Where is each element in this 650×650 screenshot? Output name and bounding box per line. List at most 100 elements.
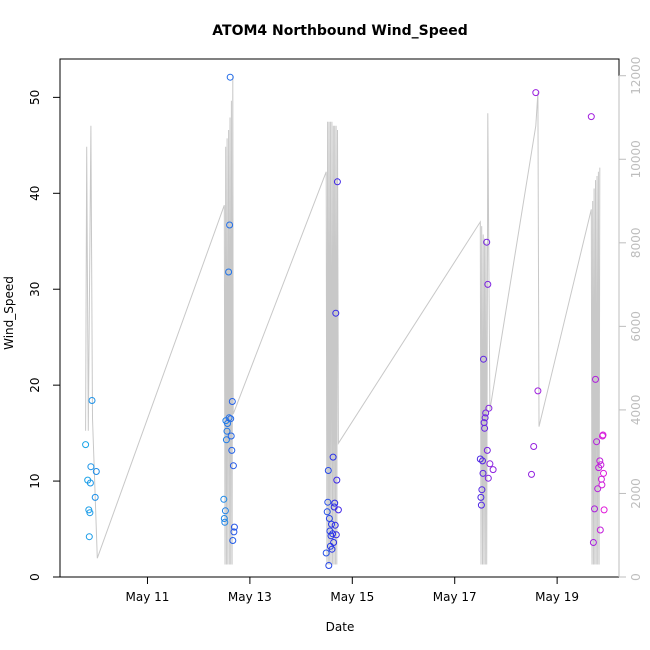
data-point [596, 526, 604, 534]
y-tick-label: 0 [28, 573, 42, 581]
data-point [485, 404, 493, 412]
data-point [324, 467, 332, 474]
plot-frame [59, 58, 620, 578]
data-point [229, 462, 237, 470]
data-point [327, 532, 335, 540]
data-point [598, 481, 606, 489]
data-point [596, 457, 604, 465]
data-point [229, 537, 237, 544]
data-point [325, 562, 333, 569]
data-point [230, 523, 238, 531]
data-point [484, 474, 492, 482]
data-point [534, 387, 542, 395]
data-point [587, 113, 595, 121]
data-point [481, 414, 489, 422]
data-point [333, 476, 341, 484]
y-axis: 0 10 20 30 40 50 [28, 90, 61, 581]
data-point [227, 415, 235, 423]
data-point [227, 432, 235, 440]
data-point [222, 436, 230, 444]
data-point [228, 446, 236, 454]
x-tick-label: May 17 [433, 590, 477, 604]
data-point [221, 518, 229, 526]
data-point [323, 508, 331, 516]
line-layer [85, 75, 601, 565]
data-point [486, 460, 494, 468]
data-point [480, 355, 487, 363]
data-point [85, 533, 93, 541]
data-point [329, 530, 337, 538]
x-tick-label: May 19 [535, 590, 579, 604]
data-point [329, 453, 337, 461]
data-point [597, 461, 605, 469]
data-point [226, 73, 234, 81]
data-point [479, 457, 486, 465]
data-point [223, 427, 231, 435]
x-axis: May 11 May 13 May 15 May 17 May 19 [126, 576, 579, 604]
data-point [230, 528, 238, 536]
data-point [86, 479, 94, 487]
data-point [228, 398, 236, 405]
y2-axis: 0 2000 4000 6000 8000 10000 12000 [618, 57, 643, 581]
y-tick-label: 30 [28, 282, 42, 297]
data-point [483, 446, 491, 454]
y2-tick-label: 6000 [629, 311, 643, 342]
data-point [528, 470, 535, 478]
data-point [328, 520, 335, 528]
data-point [86, 509, 94, 517]
data-point [220, 515, 228, 522]
y2-tick-label: 12000 [629, 57, 643, 95]
data-point [476, 455, 484, 463]
data-point [87, 463, 95, 471]
data-point [479, 469, 487, 477]
x-axis-label: Date [326, 620, 355, 634]
y-tick-label: 10 [28, 473, 42, 488]
data-point [91, 493, 99, 501]
data-point [477, 501, 485, 509]
data-point [489, 466, 497, 474]
x-tick-label: May 15 [330, 590, 374, 604]
data-point [484, 280, 492, 288]
x-tick-label: May 11 [126, 590, 170, 604]
x-tick-label: May 13 [228, 590, 272, 604]
data-point [324, 498, 332, 506]
data-point [591, 505, 598, 513]
data-point [334, 506, 342, 514]
data-point [592, 375, 599, 383]
y2-tick-label: 4000 [629, 395, 643, 426]
y2-tick-label: 0 [629, 573, 643, 581]
data-point [593, 438, 601, 446]
data-point [594, 485, 602, 493]
data-point [88, 397, 96, 404]
chart-title: ATOM4 Northbound Wind_Speed [212, 23, 467, 39]
y2-tick-label: 8000 [629, 228, 643, 259]
data-point [483, 238, 491, 246]
data-point [332, 531, 340, 539]
y-tick-label: 40 [28, 186, 42, 201]
data-point [477, 493, 485, 501]
y-tick-label: 20 [28, 378, 42, 393]
data-point [322, 549, 330, 557]
data-point [600, 506, 608, 514]
data-point [92, 468, 100, 475]
data-point [599, 431, 607, 439]
data-point [332, 309, 340, 317]
series-line [85, 75, 601, 565]
data-point [221, 507, 229, 515]
data-point [589, 539, 597, 546]
y-axis-label: Wind_Speed [2, 276, 16, 350]
data-point [82, 441, 90, 449]
y-tick-label: 50 [28, 90, 42, 105]
data-point [331, 521, 339, 529]
data-point [226, 221, 234, 229]
data-point [600, 469, 607, 477]
y2-tick-label: 10000 [629, 140, 643, 178]
points-layer [82, 73, 608, 569]
data-point [220, 495, 228, 503]
data-point [481, 424, 489, 432]
data-point [478, 486, 486, 494]
data-point [331, 499, 339, 507]
data-point [482, 409, 490, 417]
